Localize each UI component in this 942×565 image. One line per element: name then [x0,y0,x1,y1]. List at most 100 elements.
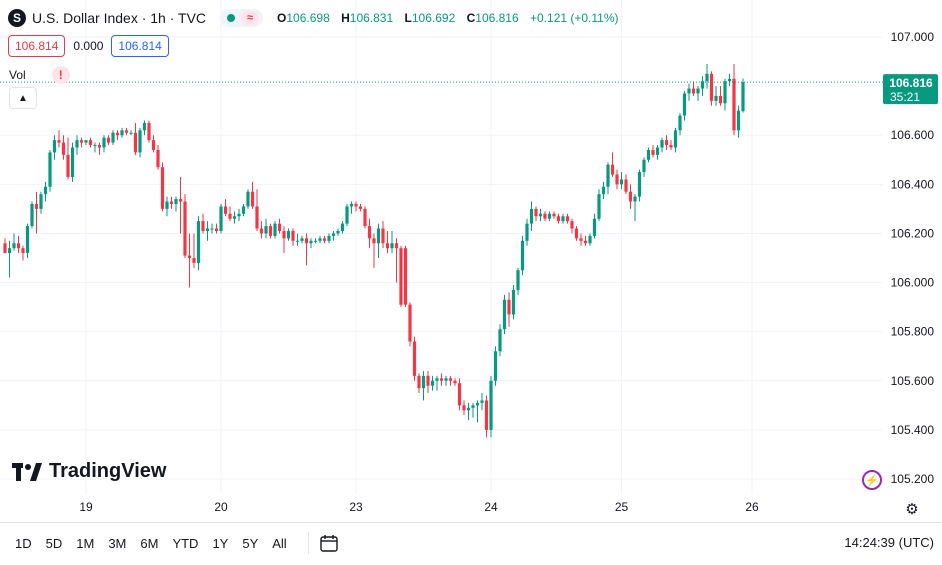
candle-body [556,216,561,222]
wave-icon: ≈ [241,11,260,25]
warning-icon[interactable]: ! [51,66,70,84]
collapse-legend-button[interactable]: ▲ [9,87,37,109]
gear-icon[interactable]: ⚙ [905,501,919,518]
date-range-buttons: 1D 5D 1M 3M 6M YTD 1Y 5Y All [8,532,294,555]
candle [421,370,426,401]
candle [664,135,669,150]
candle-body [394,243,399,249]
candle [718,86,723,106]
time-axis[interactable]: 19 20 23 24 25 26 [79,500,759,514]
calendar-icon[interactable] [319,534,339,552]
change-value: +0.121 (+0.11%) [530,11,619,25]
candle [268,223,273,239]
range-button-1d[interactable]: 1D [15,535,32,551]
candle-body [691,88,696,94]
range-button-3m[interactable]: 3M [108,535,127,551]
range-button-5y[interactable]: 5Y [242,535,259,551]
candle-body [75,140,79,148]
candle [3,238,7,254]
y-tick-label: 105.400 [891,423,935,437]
sell-price-button[interactable]: 106.814 [8,35,66,57]
candle-body [660,140,664,148]
candle [592,213,597,239]
candle-body [16,243,21,249]
candle-body [331,233,336,236]
candle-body [705,73,709,82]
price-axis[interactable]: 107.000106.800106.600106.400106.200106.0… [891,30,935,486]
trade-prices: 106.814 0.000 106.814 [8,35,169,57]
candle-body [678,115,682,131]
candle [187,233,192,288]
candle-body [498,329,502,352]
candle-body [151,140,156,150]
candle-body [732,78,736,131]
candle-body [624,179,628,192]
candle [322,235,327,244]
candle-body [412,341,417,376]
candle [124,127,129,136]
candle-body [3,243,7,254]
candle-body [21,248,25,254]
volume-label[interactable]: Vol [9,68,26,82]
range-button-ytd[interactable]: YTD [172,535,199,551]
candle [660,137,664,153]
candle-body [246,191,250,207]
candle [430,375,435,391]
y-tick-label: 106.000 [891,276,935,290]
range-button-1y[interactable]: 1Y [212,535,229,551]
candle-body [682,93,687,116]
candle-body [354,203,358,207]
candle [349,201,354,214]
candle-body [642,159,646,173]
candle-body [111,132,115,143]
candle [511,285,516,320]
candle [624,174,628,195]
candle [570,218,574,234]
toolbar-divider [307,532,309,554]
candle-body [543,213,547,219]
candle [34,191,39,234]
candle [552,211,556,219]
candle [565,213,570,224]
candle [372,233,376,268]
candle [237,208,241,222]
candle [250,181,255,209]
candle-body [345,206,349,224]
range-button-all[interactable]: All [272,535,287,551]
tradingview-logo[interactable]: TradingView [12,460,166,483]
market-status[interactable]: ≈ [220,9,264,27]
price-chart[interactable]: 107.000106.800106.600106.400106.200106.0… [0,0,942,520]
utc-clock[interactable]: 14:24:39 (UTC) [844,535,934,550]
y-tick-label: 106.400 [891,177,935,191]
range-button-5d[interactable]: 5D [45,535,63,551]
candle [615,169,619,190]
candle [538,208,543,222]
candle [79,137,84,148]
lightning-icon[interactable]: ⚡ [862,470,882,490]
symbol-title[interactable]: U.S. Dollar Index · 1h · TVC [32,10,207,26]
candle [588,233,592,246]
candle-body [687,88,691,94]
candle [444,375,448,386]
candle-body [417,375,421,389]
candle-body [201,221,205,231]
candle [547,211,552,222]
candle-body [102,137,106,148]
candle [111,130,115,146]
candle [579,233,583,246]
buy-price-button[interactable]: 106.814 [111,35,169,57]
candle [255,189,259,231]
candle-body [133,132,138,153]
candle [304,233,309,266]
range-button-1m[interactable]: 1M [76,535,95,551]
candle-body [291,230,295,241]
candle-body [475,402,480,406]
candle [52,135,57,160]
range-button-6m[interactable]: 6M [140,535,159,551]
candle-body [97,145,102,148]
candle [696,86,700,101]
candle-body [421,375,426,389]
candle [466,402,471,421]
candle-body [70,147,75,177]
candle [142,120,147,136]
